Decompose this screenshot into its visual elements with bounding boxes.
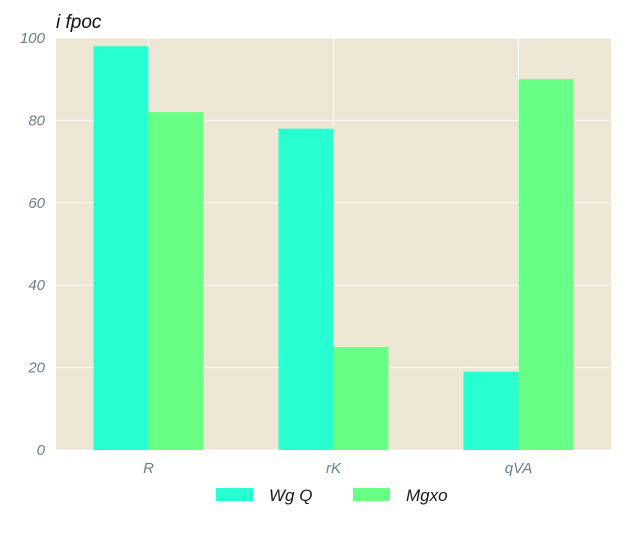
legend: Wg Q Mgxo [216, 486, 448, 505]
bar [518, 79, 574, 450]
legend-label: Mgxo [406, 486, 448, 505]
legend-label: Wg Q [269, 486, 312, 505]
y-axis-ticks: 0 20 40 60 80 100 [20, 30, 46, 459]
bar [278, 128, 334, 450]
chart-title: i fpoc [56, 12, 102, 33]
y-tick-label: 100 [20, 30, 46, 47]
y-tick-label: 60 [28, 195, 45, 212]
legend-swatch [353, 488, 390, 501]
bar [93, 46, 149, 451]
bar [333, 347, 389, 450]
y-tick-label: 20 [27, 360, 45, 377]
x-tick-label: R [143, 460, 154, 477]
x-tick-label: rK [326, 460, 342, 477]
bar [148, 112, 204, 450]
bars-group [93, 46, 574, 451]
y-tick-label: 80 [28, 112, 45, 129]
bar [463, 371, 519, 450]
y-tick-label: 40 [28, 277, 45, 294]
legend-swatch [216, 488, 253, 501]
y-tick-label: 0 [37, 442, 46, 459]
x-tick-label: qVA [505, 460, 533, 477]
